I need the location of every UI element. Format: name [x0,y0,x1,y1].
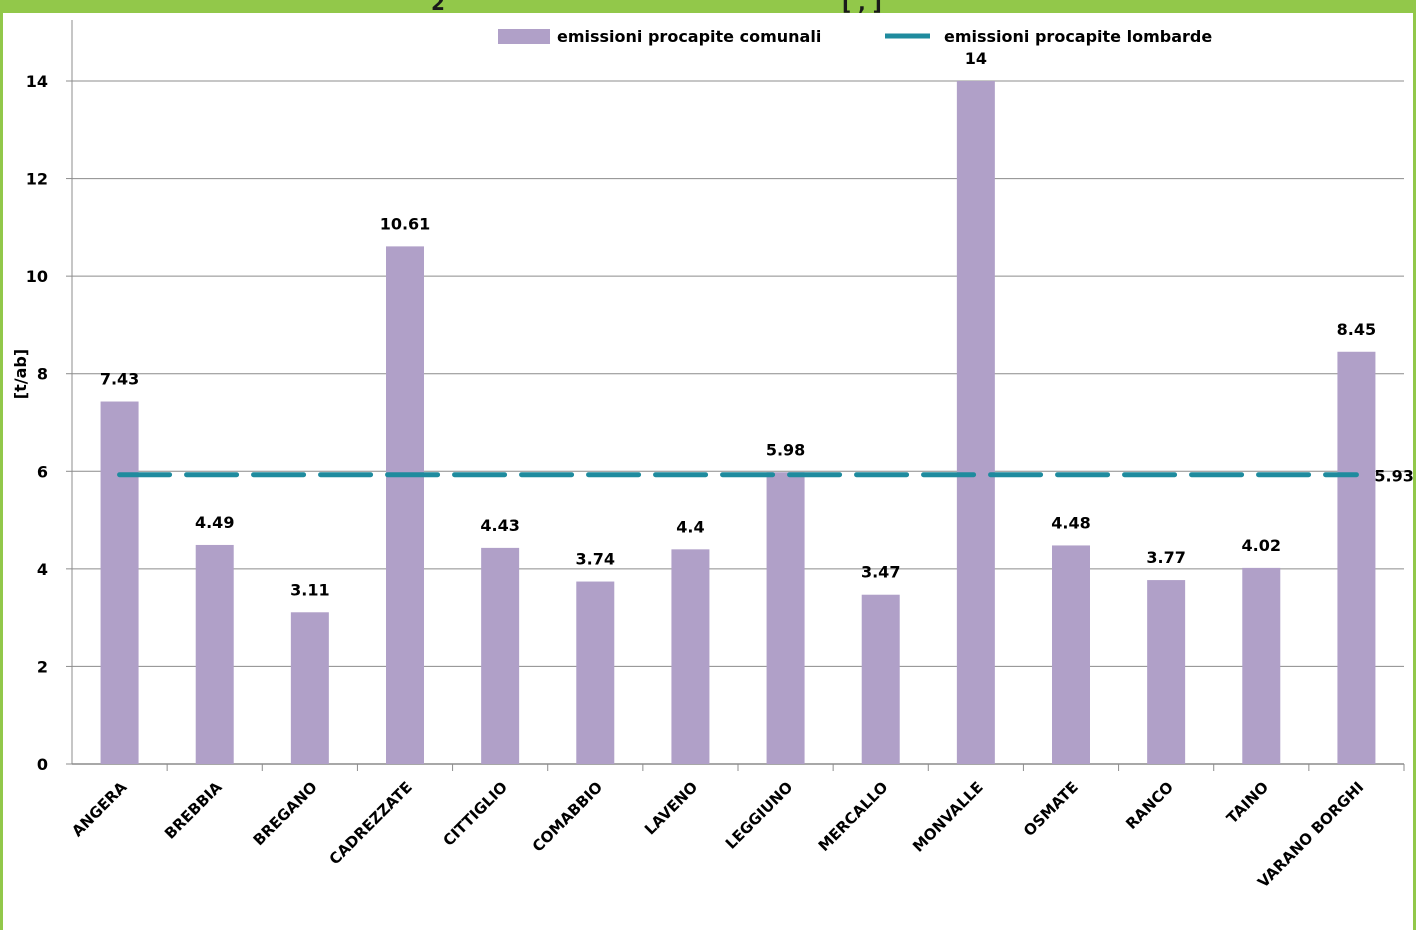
data-label: 4.49 [195,513,234,532]
data-label: 3.77 [1146,548,1185,567]
bar [1242,567,1281,764]
legend-swatch-bar [498,29,550,44]
y-tick-labels: 0 2 4 6 8 10 12 14 [26,72,48,774]
bar [481,547,520,764]
legend-label-line: emissioni procapite lombarde [944,27,1212,46]
data-label: 4.02 [1242,536,1281,555]
bar [195,544,234,764]
gridlines [66,80,1405,771]
reference-line: 5.93 [117,467,1414,486]
bar [1337,351,1376,764]
data-label: 5.98 [766,440,805,459]
y-tick-label: 12 [26,170,48,189]
data-label: 8.45 [1337,320,1376,339]
y-tick-label: 0 [37,755,48,774]
title-fragment: 2 [431,0,446,13]
y-axis-title: [t/ab] [11,349,30,399]
bar [671,549,710,764]
data-labels: 7.43 4.49 3.11 10.61 4.43 3.74 4.4 5.98 3.47 14 4.… [100,49,1376,599]
bar [1052,545,1090,764]
legend: emissioni procapite comunali emissioni p… [498,27,1212,46]
data-label: 3.11 [290,580,329,599]
bar [1147,580,1186,764]
axes [71,20,1404,765]
bar [956,81,995,764]
y-tick-label: 14 [26,72,48,91]
category-label: RANCO [1122,778,1177,833]
bar [861,594,900,764]
data-label: 10.61 [380,214,431,233]
reference-line-label: 5.93 [1374,467,1413,486]
title-band: 2 [ , ] [0,0,1416,13]
data-label: 7.43 [100,370,139,389]
category-label: BREGANO [250,778,321,849]
category-label: MERCALLO [815,778,892,855]
bar [290,612,329,764]
category-label: TAINO [1223,778,1272,827]
x-tick-labels: ANGERA BREBBIA BREGANO CADREZZATE CITTIGLIO C… [68,778,1367,891]
y-tick-label: 6 [37,462,48,481]
legend-label-bar: emissioni procapite comunali [557,27,821,46]
category-label: OSMATE [1020,778,1082,840]
bars [100,81,1376,765]
category-label: BREBBIA [161,778,226,843]
category-label: LAVENO [641,778,701,838]
category-label: CADREZZATE [326,778,416,868]
category-label: LEGGIUNO [722,778,797,853]
category-label: CITTIGLIO [439,778,511,850]
data-label: 3.74 [576,550,615,569]
data-label: 4.4 [676,517,704,536]
bar [386,246,424,765]
y-tick-label: 10 [26,267,48,286]
y-tick-label: 4 [37,560,48,579]
category-label: ANGERA [68,778,130,840]
category-label: COMABBIO [529,778,606,855]
data-label: 4.43 [480,516,519,535]
category-label: MONVALLE [909,778,987,856]
y-tick-label: 8 [37,365,48,384]
data-label: 4.48 [1051,513,1090,532]
data-label: 14 [965,49,987,68]
category-label: VARANO BORGHI [1254,778,1367,891]
bar [576,581,615,764]
data-label: 3.47 [861,563,900,582]
bar [766,472,805,764]
y-tick-label: 2 [37,657,48,676]
bar [100,401,139,764]
title-fragment-2: [ , ] [842,0,882,13]
